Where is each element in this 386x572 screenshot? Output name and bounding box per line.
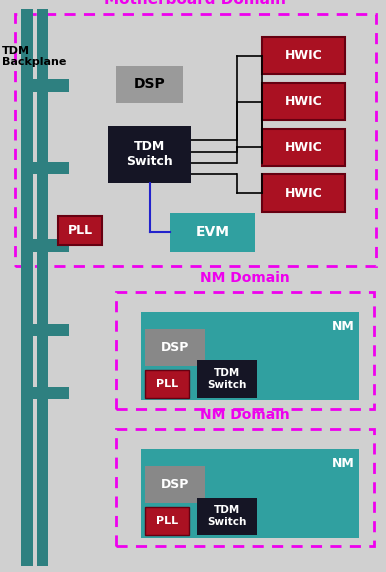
Bar: [116, 292, 374, 409]
Bar: [197, 360, 257, 398]
Bar: [170, 213, 255, 252]
Bar: [145, 329, 205, 366]
Bar: [262, 37, 345, 74]
Bar: [197, 498, 257, 535]
Text: TDM
Backplane: TDM Backplane: [2, 46, 66, 67]
Bar: [108, 126, 191, 183]
Text: PLL: PLL: [156, 516, 178, 526]
Bar: [33, 324, 69, 336]
Text: NM: NM: [332, 320, 355, 332]
Bar: [33, 79, 69, 92]
Bar: [33, 239, 69, 252]
Bar: [145, 370, 189, 398]
Text: DSP: DSP: [134, 77, 166, 92]
Text: HWIC: HWIC: [285, 95, 323, 108]
Text: HWIC: HWIC: [285, 186, 323, 200]
Bar: [116, 429, 374, 546]
Bar: [116, 66, 183, 103]
Bar: [21, 9, 33, 566]
Text: DSP: DSP: [161, 341, 189, 354]
Text: NM Domain: NM Domain: [200, 408, 290, 422]
Bar: [37, 9, 48, 566]
Text: Motherboard Domain: Motherboard Domain: [104, 0, 286, 7]
Bar: [145, 507, 189, 535]
Text: TDM
Switch: TDM Switch: [207, 506, 247, 527]
Bar: [58, 216, 102, 245]
Bar: [145, 466, 205, 503]
Text: NM: NM: [332, 457, 355, 470]
Text: PLL: PLL: [156, 379, 178, 389]
Bar: [262, 129, 345, 166]
Bar: [33, 162, 69, 174]
Bar: [262, 83, 345, 120]
Text: DSP: DSP: [161, 478, 189, 491]
Bar: [33, 387, 69, 399]
Text: NM Domain: NM Domain: [200, 271, 290, 285]
Text: PLL: PLL: [68, 224, 93, 237]
Text: HWIC: HWIC: [285, 141, 323, 154]
Bar: [262, 174, 345, 212]
Text: TDM
Switch: TDM Switch: [126, 141, 173, 168]
Text: EVM: EVM: [195, 225, 229, 239]
Bar: [15, 14, 376, 266]
Bar: [141, 449, 359, 538]
Bar: [141, 312, 359, 400]
Text: HWIC: HWIC: [285, 49, 323, 62]
Text: TDM
Switch: TDM Switch: [207, 368, 247, 390]
